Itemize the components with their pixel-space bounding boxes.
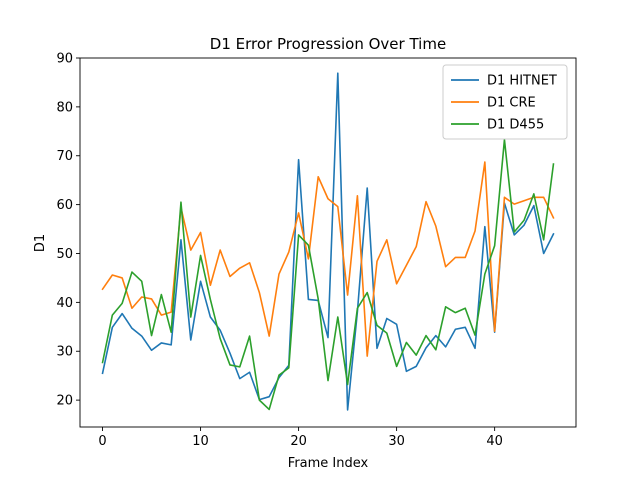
x-tick-label: 0 <box>98 434 106 449</box>
y-tick-label: 90 <box>56 52 73 67</box>
legend-label-d1-hitnet: D1 HITNET <box>487 74 557 89</box>
chart-title: D1 Error Progression Over Time <box>210 35 446 53</box>
plot-frame <box>79 57 577 428</box>
series-line-d1-d455 <box>101 138 555 411</box>
y-axis-label: D1 <box>33 234 48 252</box>
x-tick-label: 10 <box>192 434 209 449</box>
y-tick-label: 70 <box>56 149 73 164</box>
x-axis-label: Frame Index <box>288 456 369 471</box>
y-tick-label: 20 <box>56 394 73 409</box>
x-tick-label: 30 <box>388 434 405 449</box>
y-tick-label: 80 <box>56 100 73 115</box>
y-tick-label: 50 <box>56 247 73 262</box>
legend-label-d1-cre: D1 CRE <box>487 96 536 111</box>
y-tick-label: 30 <box>56 345 73 360</box>
y-tick-label: 60 <box>56 198 73 213</box>
legend-box <box>442 64 568 140</box>
legend: D1 HITNET D1 CRE D1 D455 <box>442 64 568 140</box>
series-line-d1-hitnet <box>101 72 555 411</box>
y-tick-label: 40 <box>56 296 73 311</box>
x-tick-label: 40 <box>486 434 503 449</box>
legend-label-d1-d455: D1 D455 <box>487 118 544 133</box>
x-tick-label: 20 <box>290 434 307 449</box>
